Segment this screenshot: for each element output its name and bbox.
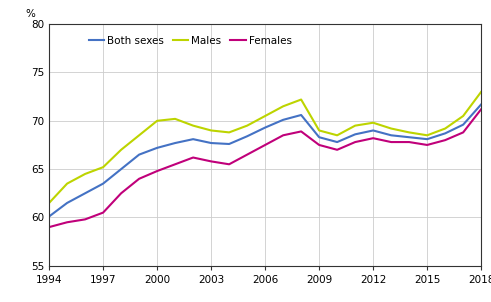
Line: Females: Females bbox=[49, 109, 481, 227]
Males bbox=[280, 104, 286, 108]
Both sexes bbox=[64, 201, 70, 205]
Females bbox=[190, 156, 196, 159]
Males bbox=[298, 98, 304, 101]
Males bbox=[388, 127, 394, 130]
Males bbox=[118, 148, 124, 152]
Females bbox=[424, 143, 430, 147]
Females bbox=[172, 162, 178, 166]
Females bbox=[226, 162, 232, 166]
Females bbox=[154, 169, 160, 173]
Both sexes bbox=[118, 167, 124, 171]
Females bbox=[64, 220, 70, 224]
Females bbox=[262, 143, 268, 147]
Females bbox=[442, 138, 448, 142]
Both sexes bbox=[352, 133, 358, 136]
Males bbox=[136, 133, 142, 137]
Legend: Both sexes, Males, Females: Both sexes, Males, Females bbox=[84, 32, 296, 50]
Males bbox=[424, 133, 430, 137]
Males bbox=[100, 165, 106, 169]
Males bbox=[316, 129, 322, 132]
Males bbox=[82, 172, 88, 176]
Both sexes bbox=[334, 140, 340, 144]
Both sexes bbox=[388, 133, 394, 137]
Both sexes bbox=[208, 141, 214, 145]
Both sexes bbox=[154, 146, 160, 150]
Males bbox=[334, 133, 340, 137]
Males bbox=[226, 130, 232, 134]
Males bbox=[370, 121, 376, 124]
Males bbox=[190, 124, 196, 127]
Males bbox=[64, 182, 70, 185]
Females bbox=[118, 191, 124, 195]
Females bbox=[370, 137, 376, 140]
Males bbox=[460, 114, 466, 118]
Both sexes bbox=[190, 137, 196, 141]
Females bbox=[352, 140, 358, 144]
Females bbox=[316, 143, 322, 147]
Males bbox=[442, 127, 448, 130]
Both sexes bbox=[244, 134, 250, 138]
Females bbox=[82, 217, 88, 221]
Females bbox=[136, 177, 142, 181]
Both sexes bbox=[298, 113, 304, 117]
Males bbox=[46, 201, 52, 205]
Males bbox=[478, 90, 484, 94]
Males bbox=[352, 124, 358, 127]
Males bbox=[262, 114, 268, 118]
Both sexes bbox=[424, 137, 430, 141]
Females bbox=[208, 159, 214, 163]
Both sexes bbox=[226, 142, 232, 146]
Females bbox=[334, 148, 340, 152]
Females bbox=[46, 225, 52, 229]
Both sexes bbox=[442, 132, 448, 135]
Males bbox=[154, 119, 160, 123]
Females bbox=[244, 153, 250, 156]
Both sexes bbox=[46, 215, 52, 218]
Both sexes bbox=[316, 135, 322, 139]
Line: Both sexes: Both sexes bbox=[49, 104, 481, 217]
Line: Males: Males bbox=[49, 92, 481, 203]
Males bbox=[244, 124, 250, 127]
Females bbox=[298, 130, 304, 133]
Both sexes bbox=[370, 129, 376, 132]
Males bbox=[406, 130, 412, 134]
Both sexes bbox=[82, 191, 88, 195]
Both sexes bbox=[136, 153, 142, 156]
Males bbox=[208, 129, 214, 132]
Both sexes bbox=[460, 123, 466, 127]
Females bbox=[460, 130, 466, 134]
Both sexes bbox=[172, 141, 178, 145]
Both sexes bbox=[100, 182, 106, 185]
Both sexes bbox=[478, 103, 484, 106]
Females bbox=[478, 108, 484, 111]
Text: %: % bbox=[26, 9, 35, 19]
Both sexes bbox=[280, 118, 286, 122]
Both sexes bbox=[262, 126, 268, 129]
Females bbox=[280, 133, 286, 137]
Females bbox=[100, 211, 106, 214]
Females bbox=[388, 140, 394, 144]
Both sexes bbox=[406, 135, 412, 139]
Females bbox=[406, 140, 412, 144]
Males bbox=[172, 117, 178, 121]
